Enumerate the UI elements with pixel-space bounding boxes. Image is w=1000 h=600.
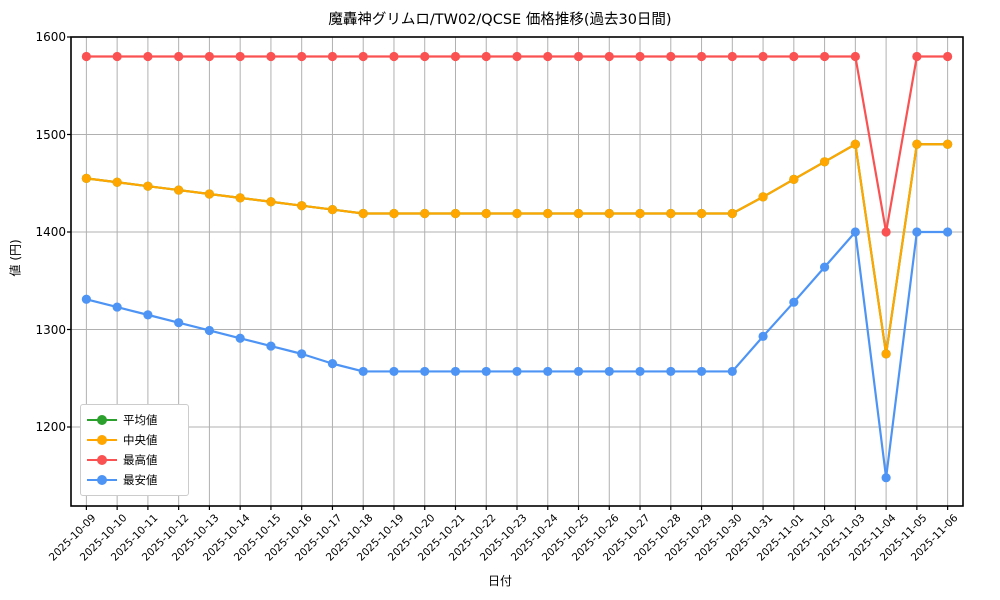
y-tick-label: 1400 xyxy=(35,225,66,239)
legend-label: 中央値 xyxy=(123,433,158,447)
x-axis-label: 日付 xyxy=(487,574,512,588)
y-tick-label: 1500 xyxy=(35,127,66,142)
legend-item-3[interactable]: 最安値 xyxy=(87,470,182,490)
legend-swatch-icon xyxy=(87,453,117,467)
legend-label: 平均値 xyxy=(123,413,158,427)
legend-item-1[interactable]: 中央値 xyxy=(87,430,182,450)
y-tick-label: 1300 xyxy=(35,322,66,337)
y-tick-label: 1600 xyxy=(35,30,66,44)
chart-legend: 平均値中央値最高値最安値 xyxy=(80,404,189,496)
legend-label: 最安値 xyxy=(123,473,158,487)
legend-swatch-icon xyxy=(87,413,117,427)
legend-swatch-icon xyxy=(87,473,117,487)
legend-label: 最高値 xyxy=(123,453,158,467)
legend-swatch-icon xyxy=(87,433,117,447)
chart-title: 魔轟神グリムロ/TW02/QCSE 価格推移(過去30日間) xyxy=(328,12,672,28)
y-tick-label: 1200 xyxy=(35,420,66,434)
y-axis-tick-labels: 1200 1300 1400 1500 1600 xyxy=(14,0,66,600)
legend-item-2[interactable]: 最高値 xyxy=(87,450,182,470)
legend-item-0[interactable]: 平均値 xyxy=(87,410,182,430)
